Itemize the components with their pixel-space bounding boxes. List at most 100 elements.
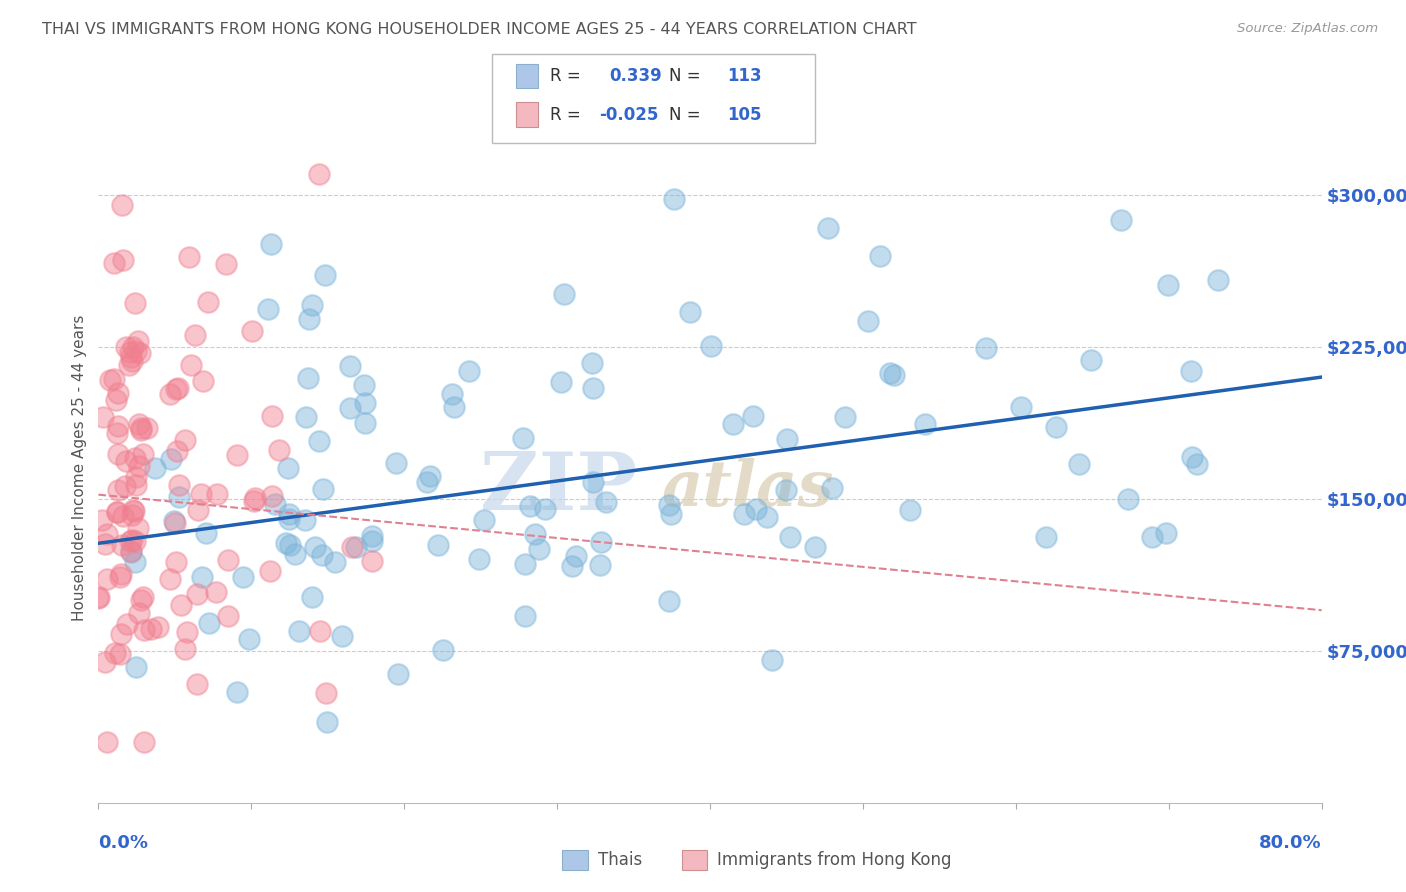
Point bbox=[121, 508, 143, 523]
Point bbox=[217, 608, 239, 623]
Point bbox=[457, 364, 479, 378]
Text: 0.339: 0.339 bbox=[609, 67, 662, 85]
Text: ZIP: ZIP bbox=[479, 450, 637, 527]
Point bbox=[277, 508, 299, 522]
Point bbox=[1118, 492, 1140, 507]
Point bbox=[165, 555, 187, 569]
Point bbox=[1154, 526, 1177, 541]
Point bbox=[339, 401, 361, 416]
Point bbox=[775, 483, 797, 497]
Point bbox=[582, 381, 605, 395]
Point bbox=[297, 371, 319, 385]
Text: Source: ZipAtlas.com: Source: ZipAtlas.com bbox=[1237, 22, 1378, 36]
Point bbox=[120, 544, 142, 558]
Point bbox=[332, 629, 354, 643]
Point bbox=[304, 540, 326, 554]
Point bbox=[128, 417, 150, 431]
Point bbox=[105, 425, 128, 440]
Point bbox=[107, 418, 129, 433]
Point bbox=[700, 339, 723, 353]
Point bbox=[387, 666, 409, 681]
Point bbox=[342, 540, 364, 554]
Point bbox=[124, 451, 146, 466]
Point bbox=[122, 504, 145, 518]
Point bbox=[582, 475, 605, 489]
Point bbox=[564, 549, 586, 563]
Point bbox=[163, 514, 186, 528]
Point bbox=[108, 647, 131, 661]
Point bbox=[118, 345, 141, 359]
Point bbox=[553, 287, 575, 301]
Point bbox=[166, 381, 188, 395]
Point bbox=[834, 410, 856, 425]
Point bbox=[662, 193, 685, 207]
Point bbox=[1142, 531, 1164, 545]
Text: N =: N = bbox=[669, 105, 700, 123]
Point bbox=[361, 529, 384, 543]
Point bbox=[301, 591, 323, 605]
Point bbox=[128, 606, 150, 620]
Point bbox=[93, 537, 115, 551]
Point bbox=[127, 334, 149, 349]
Text: 0.0%: 0.0% bbox=[98, 834, 149, 852]
Point bbox=[170, 598, 193, 612]
Point bbox=[581, 356, 603, 370]
Point bbox=[129, 421, 152, 435]
Point bbox=[741, 409, 763, 423]
Point bbox=[120, 545, 142, 559]
Point bbox=[308, 434, 330, 448]
Point bbox=[103, 256, 125, 270]
Point bbox=[134, 623, 156, 637]
Point bbox=[804, 540, 827, 554]
Point bbox=[1067, 457, 1090, 471]
Point bbox=[191, 570, 214, 584]
Text: R =: R = bbox=[550, 67, 581, 85]
Point bbox=[294, 513, 316, 527]
Point bbox=[120, 351, 142, 365]
Point bbox=[416, 475, 439, 489]
Point bbox=[883, 368, 905, 382]
Point bbox=[111, 198, 134, 212]
Point bbox=[107, 483, 129, 497]
Point bbox=[589, 535, 612, 549]
Point bbox=[197, 616, 219, 631]
Point bbox=[121, 340, 143, 354]
Point bbox=[529, 542, 551, 557]
Point bbox=[468, 552, 491, 566]
Point bbox=[128, 459, 150, 474]
Point bbox=[124, 555, 146, 569]
Point bbox=[176, 625, 198, 640]
Point bbox=[159, 386, 181, 401]
Text: atlas: atlas bbox=[661, 458, 834, 519]
Point bbox=[441, 387, 464, 401]
Point bbox=[1045, 420, 1067, 434]
Point bbox=[98, 373, 121, 387]
Point bbox=[879, 366, 901, 380]
Point bbox=[167, 490, 190, 504]
Point bbox=[761, 653, 783, 667]
Point bbox=[174, 433, 197, 447]
Text: -0.025: -0.025 bbox=[599, 105, 658, 123]
Point bbox=[1035, 530, 1057, 544]
Point bbox=[195, 526, 218, 541]
Point bbox=[135, 421, 157, 435]
Point bbox=[1111, 212, 1133, 227]
Point bbox=[914, 417, 936, 431]
Point bbox=[180, 358, 202, 372]
Point bbox=[353, 377, 375, 392]
Point bbox=[177, 250, 200, 264]
Point bbox=[821, 481, 844, 495]
Point bbox=[131, 446, 153, 460]
Point bbox=[111, 252, 134, 267]
Point bbox=[339, 359, 361, 373]
Point bbox=[595, 495, 617, 509]
Point bbox=[124, 659, 146, 673]
Point bbox=[93, 655, 115, 669]
Point bbox=[243, 494, 266, 508]
Point bbox=[276, 536, 298, 550]
Point bbox=[204, 585, 226, 599]
Point bbox=[122, 502, 145, 516]
Point bbox=[124, 296, 146, 310]
Point bbox=[132, 735, 155, 749]
Point bbox=[127, 521, 149, 535]
